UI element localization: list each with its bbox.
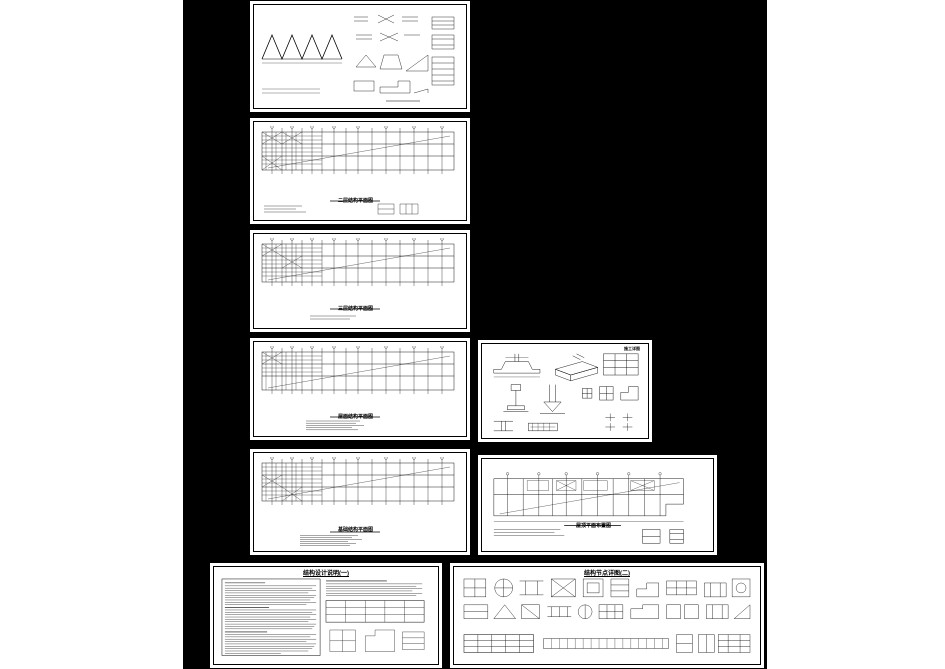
sheet-detail-big[interactable]: 结构节点详图(二)	[449, 562, 765, 669]
sheet-plan-d[interactable]: 屋面结构平面图	[249, 337, 471, 441]
cad-canvas[interactable]: 二层结构平面图	[0, 0, 945, 669]
sheet-plan-e[interactable]: 基础结构平面图	[249, 448, 471, 556]
plan-c-caption: 三层结构平面图	[338, 305, 373, 312]
sheet-plan-right[interactable]: 屋顶平面布置图	[477, 454, 718, 556]
plan-d-notes	[260, 414, 460, 434]
plan-d-drawing	[260, 346, 460, 398]
plan-b-drawing	[260, 126, 460, 178]
detail-small-title-right: 施工详图	[624, 346, 640, 352]
plan-b-notes	[260, 198, 460, 218]
plan-c-drawing	[260, 238, 460, 290]
plan-c-notes	[260, 306, 460, 326]
detail-big-content	[460, 577, 754, 658]
plan-e-drawing	[260, 457, 460, 509]
sheet-roof-details[interactable]	[249, 0, 471, 113]
notes-title: 结构设计说明(一)	[303, 568, 349, 577]
plan-right-content	[488, 465, 707, 545]
right-margin	[767, 0, 945, 669]
sheet-notes[interactable]: 结构设计说明(一)	[209, 562, 443, 669]
notes-content	[220, 577, 432, 658]
plan-d-caption: 屋面结构平面图	[338, 413, 373, 420]
detail-big-title: 结构节点详图(二)	[584, 568, 630, 577]
sheet-plan-b[interactable]: 二层结构平面图	[249, 117, 471, 225]
sheet-plan-c[interactable]: 三层结构平面图	[249, 229, 471, 333]
plan-b-caption: 二层结构平面图	[338, 197, 373, 204]
left-margin	[0, 0, 183, 669]
sheet-detail-small[interactable]: 施工详图	[477, 339, 653, 443]
plan-e-caption: 基础结构平面图	[338, 526, 373, 533]
sheet-roof-details-content	[260, 11, 460, 102]
plan-e-notes	[260, 529, 460, 549]
plan-right-caption: 屋顶平面布置图	[576, 522, 611, 529]
detail-small-content	[488, 350, 642, 432]
